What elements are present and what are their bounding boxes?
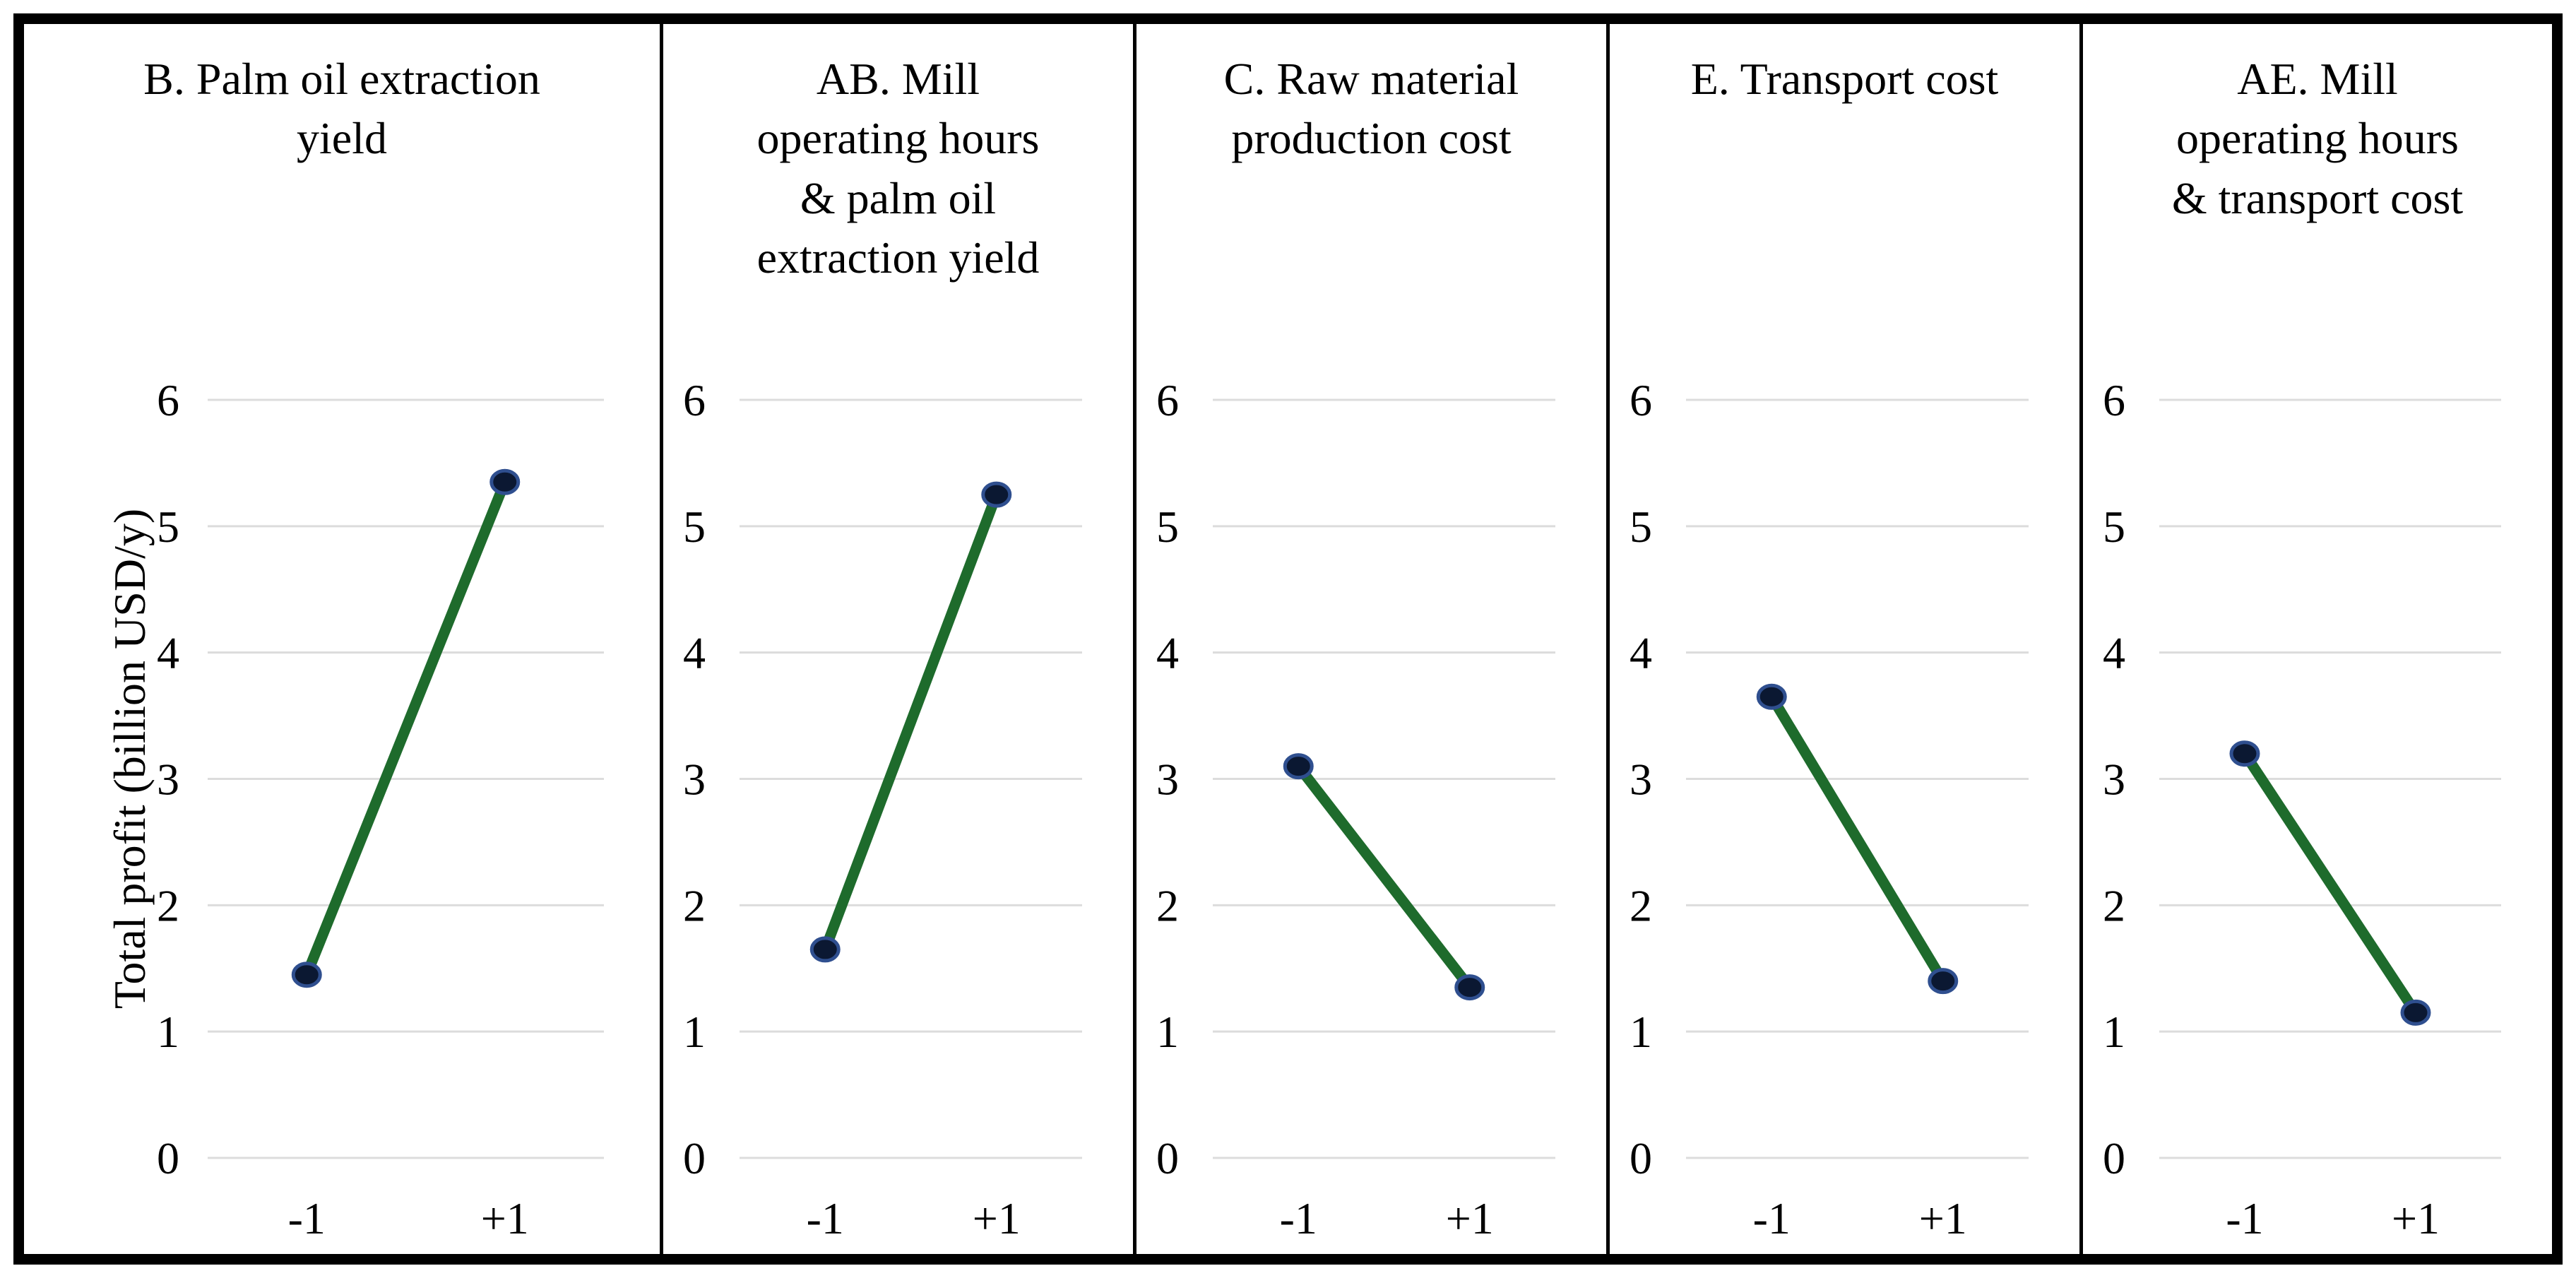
data-marker xyxy=(291,962,322,988)
y-tick-label: 2 xyxy=(157,880,179,930)
x-tick-label: +1 xyxy=(973,1193,1021,1243)
data-marker xyxy=(1756,683,1787,710)
x-tick-label: +1 xyxy=(481,1193,529,1243)
data-marker xyxy=(1454,974,1485,1001)
panel-e-title: E. Transport cost xyxy=(1690,54,1999,104)
chart-e: 0 1 2 3 4 5 6 -1 +1 xyxy=(1630,375,2029,1243)
x-tick-label: +1 xyxy=(1919,1193,1967,1243)
y-tick-label: 2 xyxy=(2103,880,2125,930)
y-tick-label: 4 xyxy=(1156,628,1179,678)
chart-c: 0 1 2 3 4 5 6 -1 +1 xyxy=(1156,375,1555,1243)
chart-b: 0 1 2 3 4 5 6 -1 +1 xyxy=(157,375,604,1243)
panel-b-title: B. Palm oil extraction yield xyxy=(143,54,540,164)
y-tick-label: 0 xyxy=(1630,1133,1652,1183)
y-tick-label: 4 xyxy=(1630,628,1652,678)
y-tick-label: 5 xyxy=(2103,502,2125,552)
chart-ae: 0 1 2 3 4 5 6 -1 +1 xyxy=(2103,375,2501,1243)
y-tick-label: 4 xyxy=(2103,628,2125,678)
y-tick-label: 5 xyxy=(1630,502,1652,552)
y-tick-label: 0 xyxy=(157,1133,179,1183)
y-tick-label: 4 xyxy=(157,628,179,678)
series-line xyxy=(820,492,1002,952)
y-tick-label: 6 xyxy=(157,375,179,425)
y-tick-label: 2 xyxy=(1630,880,1652,930)
y-tick-label: 1 xyxy=(1630,1007,1652,1057)
y-tick-label: 4 xyxy=(683,628,706,678)
y-tick-label: 6 xyxy=(1630,375,1652,425)
x-tick-label: +1 xyxy=(2392,1193,2440,1243)
y-tick-label: 1 xyxy=(1156,1007,1179,1057)
y-tick-label: 1 xyxy=(157,1007,179,1057)
y-tick-label: 2 xyxy=(1156,880,1179,930)
y-tick-label: 3 xyxy=(1630,754,1652,804)
y-tick-label: 3 xyxy=(1156,754,1179,804)
y-tick-label: 5 xyxy=(157,502,179,552)
data-marker xyxy=(1928,968,1959,995)
data-marker xyxy=(489,468,521,495)
series-line xyxy=(1294,763,1474,991)
x-tick-label: +1 xyxy=(1446,1193,1494,1243)
data-marker xyxy=(981,481,1012,508)
y-tick-label: 3 xyxy=(683,754,706,804)
x-tick-label: -1 xyxy=(1280,1193,1317,1243)
data-marker xyxy=(2400,999,2431,1026)
series-line xyxy=(1767,694,1948,984)
y-tick-label: 0 xyxy=(1156,1133,1179,1183)
panel-ae-title: AE. Mill operating hours & transport cos… xyxy=(2171,54,2464,223)
y-tick-label: 1 xyxy=(2103,1007,2125,1057)
figure-frame: B. Palm oil extraction yield Total profi… xyxy=(13,13,2563,1265)
panel-b: B. Palm oil extraction yield Total profi… xyxy=(24,24,663,1254)
y-tick-label: 3 xyxy=(2103,754,2125,804)
data-marker xyxy=(2229,740,2260,767)
y-tick-label: 5 xyxy=(683,502,706,552)
y-tick-label: 3 xyxy=(157,754,179,804)
y-tick-label: 6 xyxy=(1156,375,1179,425)
panel-ab-title: AB. Mill operating hours & palm oil extr… xyxy=(756,54,1040,283)
panel-ae: AE. Mill operating hours & transport cos… xyxy=(2083,24,2552,1254)
y-tick-label: 1 xyxy=(683,1007,706,1057)
y-tick-label: 0 xyxy=(683,1133,706,1183)
y-tick-label: 6 xyxy=(683,375,706,425)
panel-e: E. Transport cost 0 1 2 3 4 5 6 -1 +1 xyxy=(1610,24,2083,1254)
panel-c-title: C. Raw material production cost xyxy=(1223,54,1519,164)
y-tick-label: 0 xyxy=(2103,1133,2125,1183)
data-marker xyxy=(809,936,841,963)
x-tick-label: -1 xyxy=(2226,1193,2263,1243)
data-marker xyxy=(1283,753,1314,780)
x-tick-label: -1 xyxy=(288,1193,326,1243)
x-tick-label: -1 xyxy=(1753,1193,1791,1243)
series-line xyxy=(2240,750,2421,1016)
chart-ab: 0 1 2 3 4 5 6 -1 +1 xyxy=(683,375,1082,1243)
series-line xyxy=(302,480,510,977)
panel-c: C. Raw material production cost 0 1 2 3 4 5 6 -… xyxy=(1136,24,1610,1254)
y-tick-label: 2 xyxy=(683,880,706,930)
y-tick-label: 5 xyxy=(1156,502,1179,552)
x-tick-label: -1 xyxy=(807,1193,844,1243)
panel-ab: AB. Mill operating hours & palm oil extr… xyxy=(663,24,1136,1254)
y-tick-label: 6 xyxy=(2103,375,2125,425)
